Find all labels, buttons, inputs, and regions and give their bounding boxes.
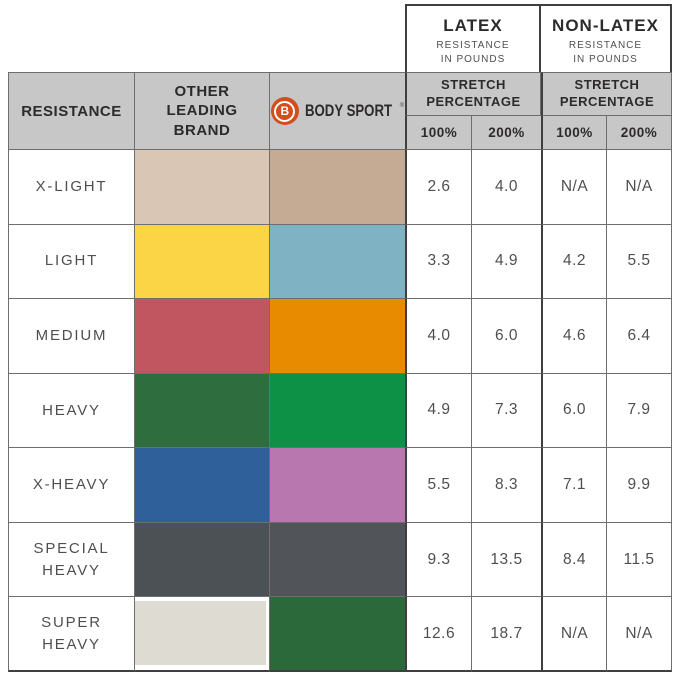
- color-swatch: [270, 597, 405, 670]
- value-cell: 4.9: [472, 224, 541, 300]
- nonlatex-title: NON-LATEX: [552, 15, 659, 35]
- color-swatch: [135, 448, 269, 522]
- bodysport-b-icon: B: [270, 97, 299, 125]
- color-swatch: [270, 522, 405, 597]
- color-swatch: [135, 150, 269, 224]
- color-swatch: [135, 522, 269, 597]
- value-cell: 9.9: [607, 448, 672, 523]
- color-swatch: [135, 224, 269, 299]
- olb-swatch-super-heavy: [135, 597, 270, 672]
- value-cell: 4.6: [541, 299, 607, 374]
- bs-swatch-light: [270, 224, 405, 300]
- col-header-other-leading-brand: OTHER LEADING BRAND: [135, 72, 270, 150]
- olb-swatch-special-heavy: [135, 522, 270, 598]
- color-swatch: [270, 448, 405, 522]
- latex-group-header: LATEX RESISTANCE IN POUNDS: [405, 4, 541, 72]
- color-swatch: [270, 224, 405, 299]
- value-cell: N/A: [541, 597, 607, 672]
- value-cell: 7.3: [472, 373, 541, 449]
- color-swatch: [270, 373, 405, 448]
- value-cell: 4.9: [405, 373, 472, 449]
- bs-swatch-x-heavy: [270, 448, 405, 523]
- value-cell: 4.0: [472, 150, 541, 225]
- latex-subtitle: RESISTANCE IN POUNDS: [436, 39, 510, 65]
- olb-swatch-light: [135, 224, 270, 300]
- nonlatex-200-header: 200%: [607, 116, 672, 150]
- value-cell: 12.6: [405, 597, 472, 672]
- row-label-heavy: HEAVY: [8, 373, 135, 449]
- olb-swatch-x-heavy: [135, 448, 270, 523]
- bs-swatch-special-heavy: [270, 522, 405, 598]
- row-label-special-heavy: SPECIAL HEAVY: [8, 522, 135, 598]
- bodysport-logo: B BODY SPORT ®: [270, 97, 404, 125]
- comparison-table: LATEX RESISTANCE IN POUNDS NON-LATEX RES…: [8, 4, 672, 672]
- row-label-x-light: X-LIGHT: [8, 150, 135, 225]
- value-cell: 7.9: [607, 373, 672, 449]
- value-cell: 6.0: [472, 299, 541, 374]
- value-cell: 6.4: [607, 299, 672, 374]
- registered-trademark-icon: ®: [399, 102, 405, 109]
- nonlatex-group-header: NON-LATEX RESISTANCE IN POUNDS: [541, 4, 672, 72]
- value-cell: 9.3: [405, 522, 472, 598]
- row-label-super-heavy: SUPER HEAVY: [8, 597, 135, 672]
- bs-swatch-heavy: [270, 373, 405, 449]
- nonlatex-100-header: 100%: [541, 116, 607, 150]
- row-label-x-heavy: X-HEAVY: [8, 448, 135, 523]
- logo-b-letter: B: [280, 104, 290, 118]
- color-swatch: [135, 299, 269, 373]
- nonlatex-subtitle: RESISTANCE IN POUNDS: [568, 39, 643, 65]
- value-cell: 13.5: [472, 522, 541, 598]
- value-cell: N/A: [607, 150, 672, 225]
- value-cell: 18.7: [472, 597, 541, 672]
- value-cell: 4.0: [405, 299, 472, 374]
- value-cell: N/A: [541, 150, 607, 225]
- color-swatch: [135, 601, 266, 665]
- col-header-resistance: RESISTANCE: [8, 72, 135, 150]
- olb-swatch-x-light: [135, 150, 270, 225]
- latex-title: LATEX: [443, 15, 503, 35]
- logo-brand-name: BODY SPORT: [304, 101, 392, 120]
- olb-swatch-medium: [135, 299, 270, 374]
- latex-stretch-header: STRETCH PERCENTAGE: [405, 72, 541, 116]
- value-cell: 11.5: [607, 522, 672, 598]
- bs-swatch-super-heavy: [270, 597, 405, 672]
- color-swatch: [270, 150, 405, 224]
- row-label-medium: MEDIUM: [8, 299, 135, 374]
- bs-swatch-x-light: [270, 150, 405, 225]
- bs-swatch-medium: [270, 299, 405, 374]
- value-cell: 5.5: [607, 224, 672, 300]
- value-cell: 5.5: [405, 448, 472, 523]
- value-cell: N/A: [607, 597, 672, 672]
- color-swatch: [135, 373, 269, 448]
- latex-200-header: 200%: [472, 116, 541, 150]
- logo-wordmark: BODY SPORT ®: [305, 102, 404, 121]
- latex-100-header: 100%: [405, 116, 472, 150]
- value-cell: 8.3: [472, 448, 541, 523]
- value-cell: 6.0: [541, 373, 607, 449]
- value-cell: 3.3: [405, 224, 472, 300]
- logo-ring: B: [274, 100, 296, 122]
- value-cell: 7.1: [541, 448, 607, 523]
- col-header-bodysport: B BODY SPORT ®: [270, 72, 405, 150]
- nonlatex-stretch-header: STRETCH PERCENTAGE: [541, 72, 672, 116]
- value-cell: 2.6: [405, 150, 472, 225]
- value-cell: 8.4: [541, 522, 607, 598]
- top-left-spacer: [8, 4, 405, 72]
- olb-swatch-heavy: [135, 373, 270, 449]
- row-label-light: LIGHT: [8, 224, 135, 300]
- color-swatch: [270, 299, 405, 373]
- value-cell: 4.2: [541, 224, 607, 300]
